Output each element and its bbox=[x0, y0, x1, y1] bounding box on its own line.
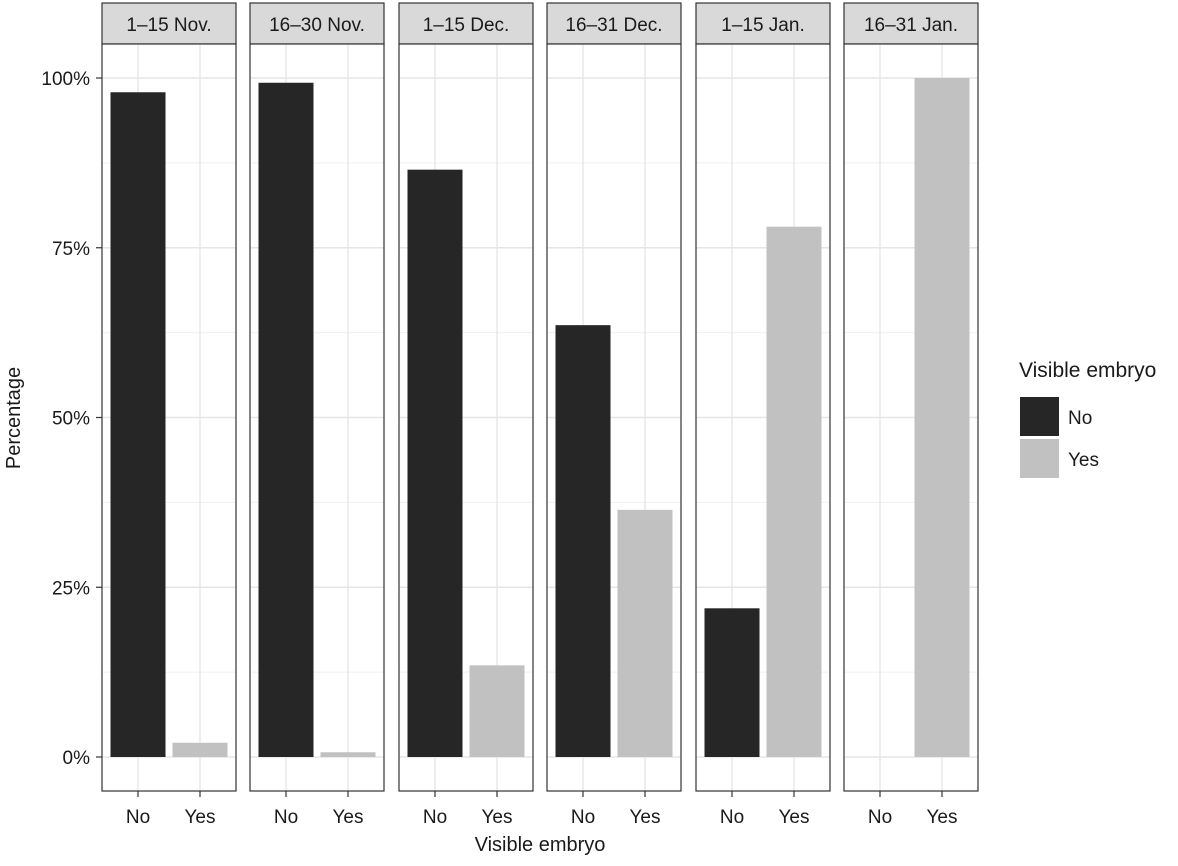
bar-no bbox=[407, 169, 463, 758]
legend: Visible embryo No Yes bbox=[1019, 359, 1156, 478]
x-tick-label: Yes bbox=[185, 807, 216, 828]
bar-no bbox=[258, 82, 314, 758]
x-tick-label: Yes bbox=[482, 807, 513, 828]
facet-panel: 1–15 Dec. No Yes bbox=[398, 2, 534, 828]
legend-label-yes: Yes bbox=[1068, 450, 1099, 471]
facet-strip bbox=[843, 2, 979, 45]
x-tick-label: No bbox=[126, 807, 150, 828]
facet-strip bbox=[249, 2, 385, 45]
bar-yes bbox=[320, 752, 376, 757]
panel-border bbox=[249, 43, 385, 792]
x-tick-label: Yes bbox=[333, 807, 364, 828]
panel-border bbox=[546, 43, 682, 792]
facet-panel: 16–30 Nov. No Yes bbox=[249, 2, 385, 828]
x-tick-label: No bbox=[720, 807, 744, 828]
panel-border bbox=[101, 43, 237, 792]
legend-key-no bbox=[1020, 397, 1059, 436]
x-tick-label: Yes bbox=[779, 807, 810, 828]
bar-yes bbox=[617, 509, 673, 757]
facet-strip-label: 16–31 Jan. bbox=[864, 15, 958, 36]
y-tick-label: 100% bbox=[41, 69, 90, 90]
bar-yes bbox=[172, 742, 228, 757]
bar-yes bbox=[469, 665, 525, 757]
y-tick-label: 25% bbox=[52, 578, 90, 599]
y-axis: 0% 25% 50% 75% 100% bbox=[41, 69, 102, 769]
legend-title: Visible embryo bbox=[1019, 359, 1156, 382]
facet-strip-label: 1–15 Dec. bbox=[423, 15, 510, 36]
facet-strip-label: 16–30 Nov. bbox=[269, 15, 365, 36]
panel-border bbox=[843, 43, 979, 792]
x-tick-label: No bbox=[571, 807, 595, 828]
facet-panel: 16–31 Dec. No Yes bbox=[546, 2, 682, 828]
x-tick-label: Yes bbox=[630, 807, 661, 828]
y-tick-label: 50% bbox=[52, 409, 90, 430]
legend-key-yes bbox=[1020, 439, 1059, 478]
facet-strip bbox=[101, 2, 237, 45]
facet-strip-label: 1–15 Nov. bbox=[126, 15, 211, 36]
facet-strip bbox=[695, 2, 831, 45]
facet-panel: 1–15 Nov. No Yes bbox=[101, 2, 237, 828]
panel-border bbox=[398, 43, 534, 792]
bar-no bbox=[110, 92, 166, 757]
y-tick-label: 0% bbox=[63, 748, 91, 769]
facet-panel: 16–31 Jan. No Yes bbox=[843, 2, 979, 828]
bar-yes bbox=[914, 78, 970, 757]
facet-strip-label: 1–15 Jan. bbox=[721, 15, 804, 36]
panel-border bbox=[695, 43, 831, 792]
legend-label-no: No bbox=[1068, 408, 1092, 429]
bar-no bbox=[555, 325, 611, 757]
x-tick-label: No bbox=[868, 807, 892, 828]
facet-strip bbox=[546, 2, 682, 45]
facet-panels: 1–15 Nov. No Yes 16–30 Nov. No Yes 1–15 Dec. No… bbox=[101, 2, 979, 828]
x-tick-label: No bbox=[423, 807, 447, 828]
facet-strip bbox=[398, 2, 534, 45]
bar-yes bbox=[766, 226, 822, 758]
y-tick-label: 75% bbox=[52, 239, 90, 260]
x-tick-label: No bbox=[274, 807, 298, 828]
facet-strip-label: 16–31 Dec. bbox=[565, 15, 662, 36]
y-axis-title: Percentage bbox=[3, 367, 25, 469]
facet-panel: 1–15 Jan. No Yes bbox=[695, 2, 831, 828]
x-axis-title: Visible embryo bbox=[475, 834, 606, 856]
x-tick-label: Yes bbox=[927, 807, 958, 828]
bar-no bbox=[704, 608, 760, 757]
